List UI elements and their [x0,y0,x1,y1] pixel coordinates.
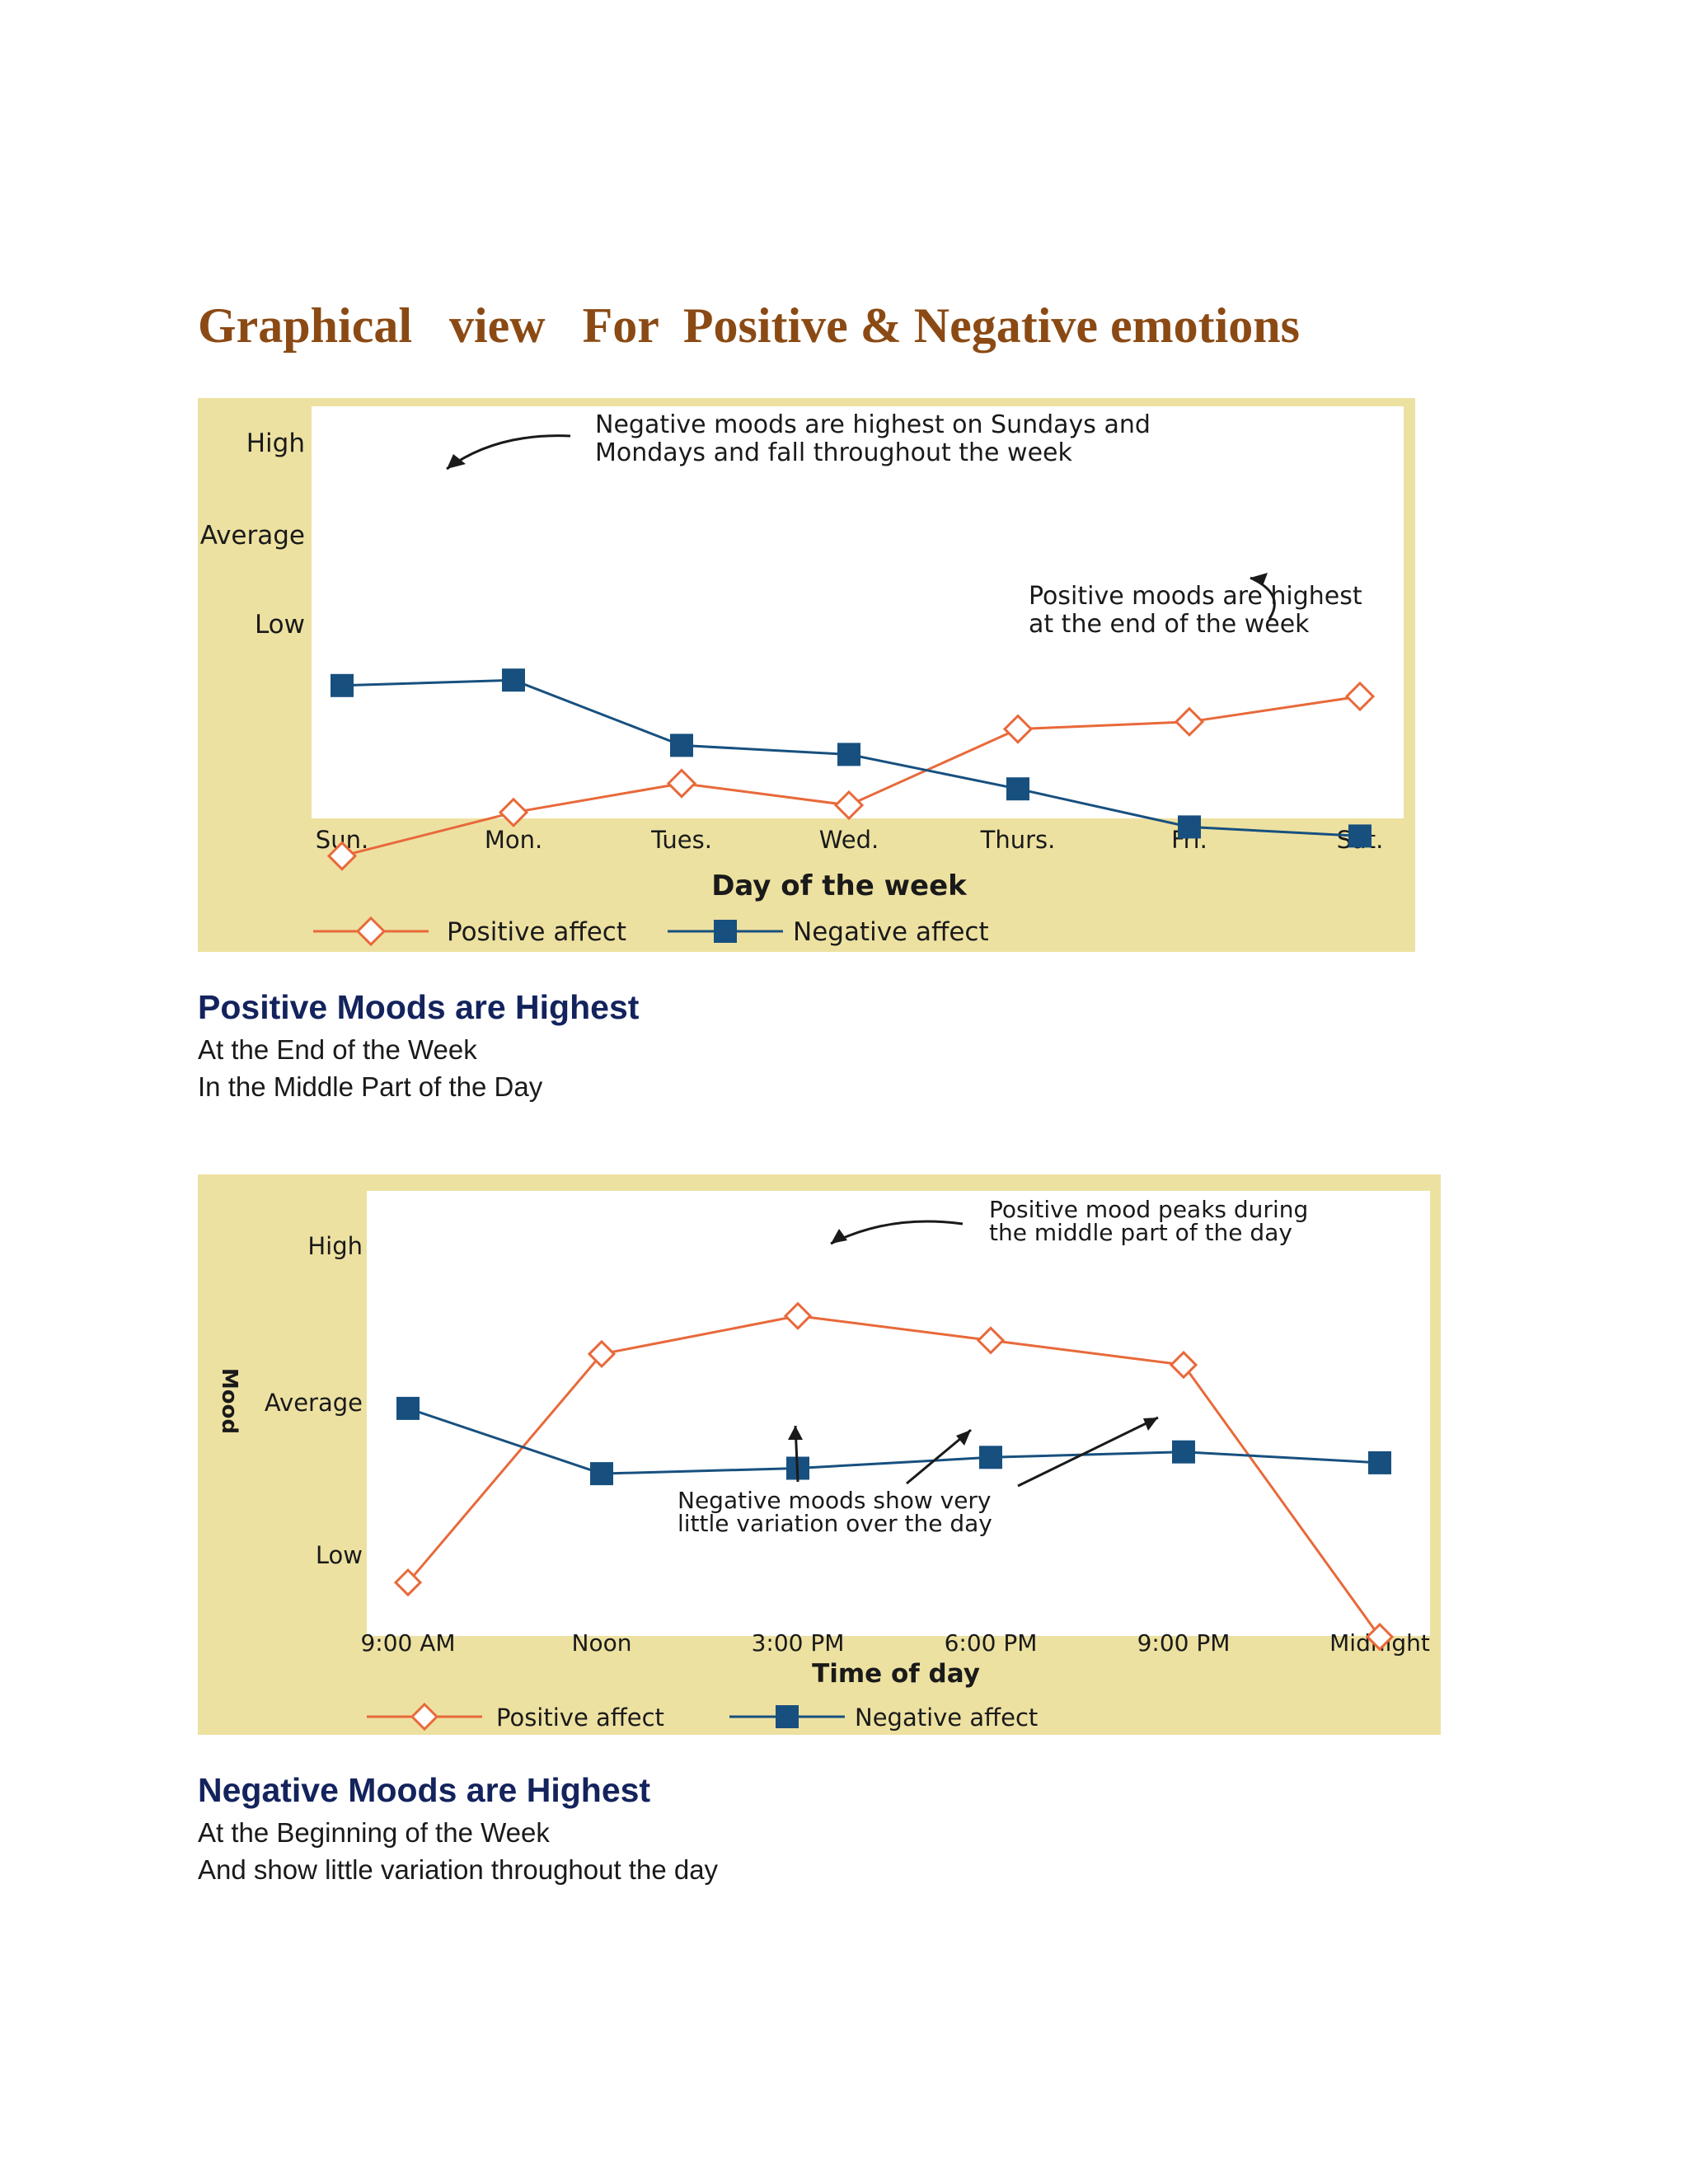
negative-affect-point [331,673,354,697]
x-tick-label: 9:00 AM [360,1629,455,1657]
positive-affect-line [406,1315,1381,1638]
y-tick-label-average: Average [200,521,305,551]
positive-affect-point [1169,1350,1198,1380]
legend-negative-marker [776,1705,799,1728]
y-tick-label-low: Low [255,610,305,640]
y-axis-label: Mood [217,1368,241,1434]
x-tick-label: Thurs. [980,826,1056,854]
positive-affect-point [1002,714,1034,744]
negative-affect-point [1178,815,1201,839]
y-tick-label-low: Low [316,1541,363,1569]
positive-affect-point [1344,681,1376,712]
negative-affect-point [837,743,860,766]
positive-affect-point [1365,1622,1395,1652]
annotation-text: Positive moods are highest [1029,582,1362,611]
annotation-arrowhead [1143,1418,1158,1431]
x-axis-label: Day of the week [711,869,968,902]
annotation-arrowhead [831,1229,847,1244]
legend-positive-marker [410,1702,439,1732]
section-line-negative-2: And show little variation throughout the… [198,1854,719,1885]
positive-affect-point [833,790,865,821]
y-tick-label-high: High [246,429,305,458]
legend-positive-label: Positive affect [447,917,626,947]
legend-negative-label: Negative affect [855,1704,1038,1732]
annotation-text: Positive mood peaks during [989,1196,1308,1223]
annotation-text: Mondays and fall throughout the week [595,438,1072,467]
section-heading-positive: Positive Moods are Highest [198,988,640,1026]
x-tick-label: Noon [572,1629,632,1657]
positive-affect-point [326,841,358,871]
y-tick-label-high: High [307,1232,363,1260]
y-tick-label-average: Average [265,1389,363,1417]
plot-area [367,1191,1430,1636]
legend-negative-label: Negative affect [793,917,989,947]
positive-affect-point [783,1301,813,1330]
positive-affect-point [666,768,697,799]
section-line-positive-2: In the Middle Part of the Day [198,1071,543,1102]
chart-mood-by-day: High Average Low Sun. Mon. Tues. Wed. Thurs. Fri… [198,398,1415,952]
legend-positive-marker [355,916,387,947]
legend-negative-marker [714,920,737,943]
chart-mood-by-time-svg: High Average Low Mood 9:00 AM Noon 3:00 PM 6:00… [217,1191,1430,1732]
x-axis-label: Time of day [812,1659,980,1689]
page-title: Graphical view For Positive & Negative e… [198,298,1300,353]
positive-affect-point [587,1339,617,1369]
section-line-positive-1: At the End of the Week [198,1034,477,1065]
negative-affect-line [407,1407,1381,1475]
negative-affect-point [979,1446,1002,1469]
negative-affect-point [1006,777,1029,801]
legend-positive-label: Positive affect [496,1704,664,1732]
section-heading-negative: Negative Moods are Highest [198,1771,651,1809]
annotation-text: Negative moods show very [678,1487,992,1514]
positive-affect-point [498,797,529,827]
x-tick-label: Tues. [650,826,712,854]
positive-affect-point [1174,706,1205,737]
negative-affect-point [1368,1451,1391,1474]
negative-affect-point [502,668,525,692]
x-tick-label: Wed. [819,826,879,854]
positive-affect-point [393,1568,423,1597]
section-line-negative-1: At the Beginning of the Week [198,1817,550,1848]
negative-affect-point [1348,824,1372,848]
annotation-text: the middle part of the day [989,1219,1292,1246]
x-tick-label: 6:00 PM [945,1629,1038,1657]
annotation-arrowhead [447,454,466,469]
x-tick-label: Mon. [485,826,542,854]
negative-affect-point [590,1462,613,1486]
annotation-arrowhead [788,1426,803,1440]
annotation-arrow [1017,1416,1159,1488]
negative-affect-point [670,733,693,757]
annotation-text: at the end of the week [1029,610,1310,639]
positive-affect-point [976,1326,1006,1355]
annotation-arrowhead [1250,573,1268,586]
negative-affect-point [1172,1440,1195,1464]
annotation-arrowhead [956,1430,971,1446]
chart-mood-by-time: High Average Low Mood 9:00 AM Noon 3:00 PM 6:00… [198,1174,1441,1735]
annotation-text: Negative moods are highest on Sundays an… [595,410,1151,439]
annotation-text: little variation over the day [678,1510,992,1537]
negative-affect-point [396,1396,420,1420]
x-tick-label: 3:00 PM [752,1629,845,1657]
x-tick-label: 9:00 PM [1137,1629,1231,1657]
